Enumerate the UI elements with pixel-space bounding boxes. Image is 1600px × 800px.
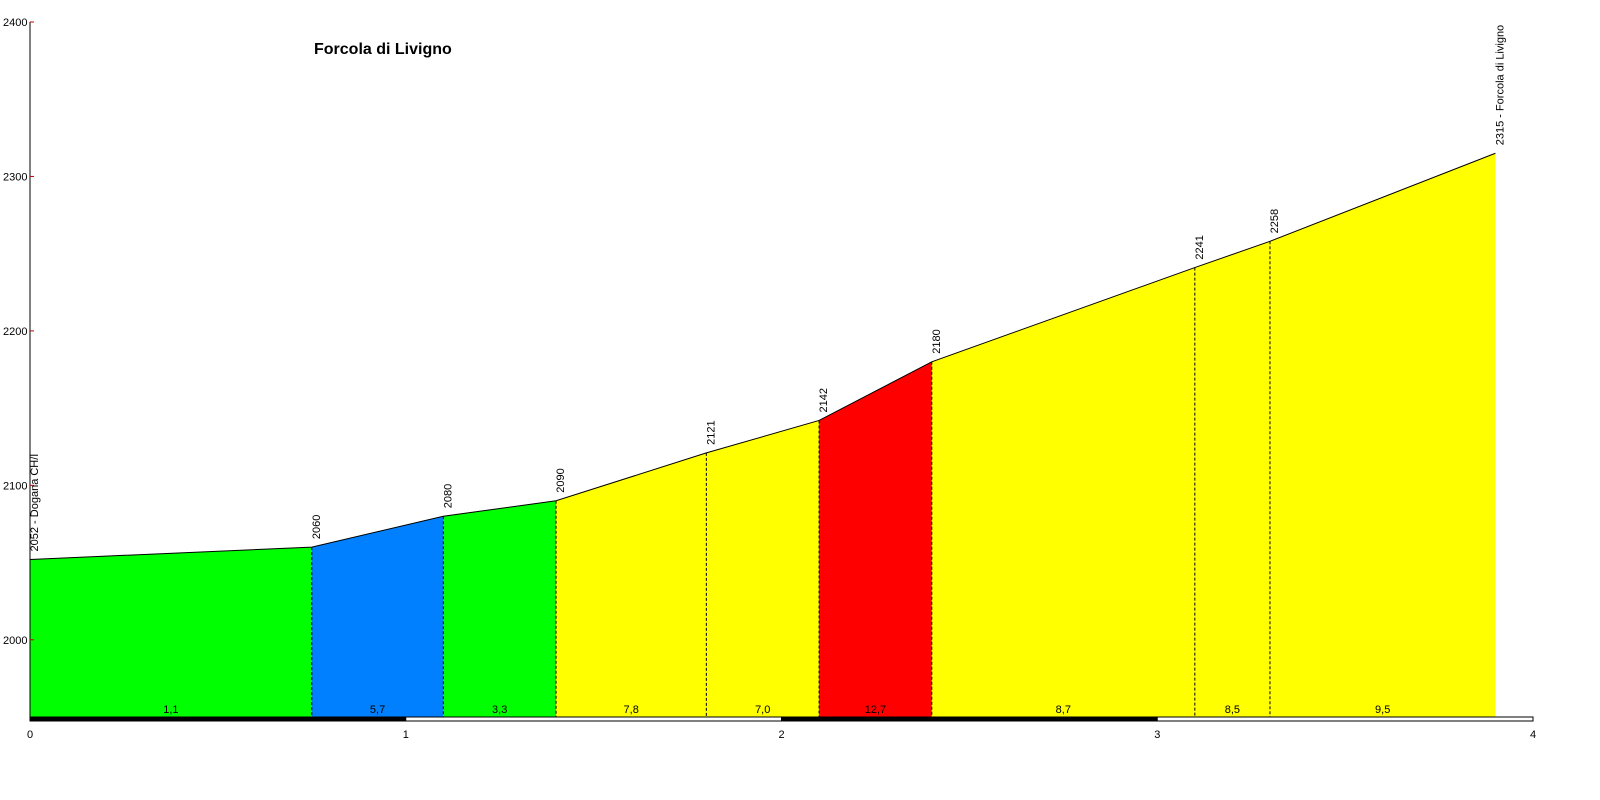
profile-line	[29, 152, 1496, 560]
grade-label: 5,7	[370, 704, 385, 716]
point-label: 2060	[311, 515, 323, 539]
y-tick-label: 2100	[3, 480, 27, 492]
point-label: 2142	[818, 388, 830, 412]
grade-label: 1,1	[163, 704, 178, 716]
x-tick-label: 3	[1154, 729, 1160, 741]
segment-area	[556, 452, 707, 717]
distance-scale-bar	[29, 716, 1534, 722]
point-label: 2241	[1194, 235, 1206, 259]
scale-bar-segment	[405, 716, 782, 722]
y-tick-label: 2300	[3, 171, 27, 183]
grade-label: 8,7	[1056, 704, 1071, 716]
segment-area	[311, 516, 444, 717]
grade-label: 3,3	[492, 704, 507, 716]
grade-label: 7,8	[624, 704, 639, 716]
x-ticks: 0 1 2 3 4	[27, 729, 1536, 741]
point-label: 2180	[931, 329, 943, 353]
point-label: 2080	[442, 484, 454, 508]
point-label: 2315 - Forcola di Livigno	[1494, 25, 1506, 145]
x-tick-label: 4	[1530, 729, 1536, 741]
y-tick-label: 2000	[3, 635, 27, 647]
point-labels: 2052 - Dogana CH/I 2060 2080 2090 2121 2142 21…	[29, 25, 1506, 552]
y-tick-label: 2400	[3, 17, 27, 29]
segment-area	[1194, 241, 1270, 718]
scale-bar-segment	[29, 716, 407, 722]
segment-areas	[30, 153, 1496, 718]
segment-area	[30, 547, 312, 717]
grade-label: 8,5	[1225, 704, 1240, 716]
grade-label: 9,5	[1375, 704, 1390, 716]
x-tick-label: 1	[403, 729, 409, 741]
point-label: 2090	[555, 468, 567, 492]
segment-area	[819, 361, 932, 717]
segment-dividers	[311, 241, 1271, 717]
segment-area	[931, 267, 1195, 717]
x-tick-label: 2	[778, 729, 784, 741]
point-label: 2121	[705, 420, 717, 444]
chart-title: Forcola di Livigno	[314, 41, 452, 58]
segment-area	[1269, 153, 1496, 717]
x-tick-label: 0	[27, 729, 33, 741]
segment-area	[443, 500, 557, 717]
scale-bar-segment	[1156, 716, 1534, 722]
y-tick-label: 2200	[3, 326, 27, 338]
grade-labels: 1,1 5,7 3,3 7,8 7,0 12,7 8,7 8,5 9,5	[163, 704, 1390, 716]
point-label: 2052 - Dogana CH/I	[29, 454, 41, 552]
point-label: 2258	[1269, 209, 1281, 233]
segment-area	[706, 420, 820, 717]
grade-label: 7,0	[755, 704, 770, 716]
scale-bar-segment	[781, 716, 1158, 722]
grade-label: 12,7	[865, 704, 886, 716]
y-ticks: 2000 2100 2200 2300 2400	[3, 17, 34, 647]
